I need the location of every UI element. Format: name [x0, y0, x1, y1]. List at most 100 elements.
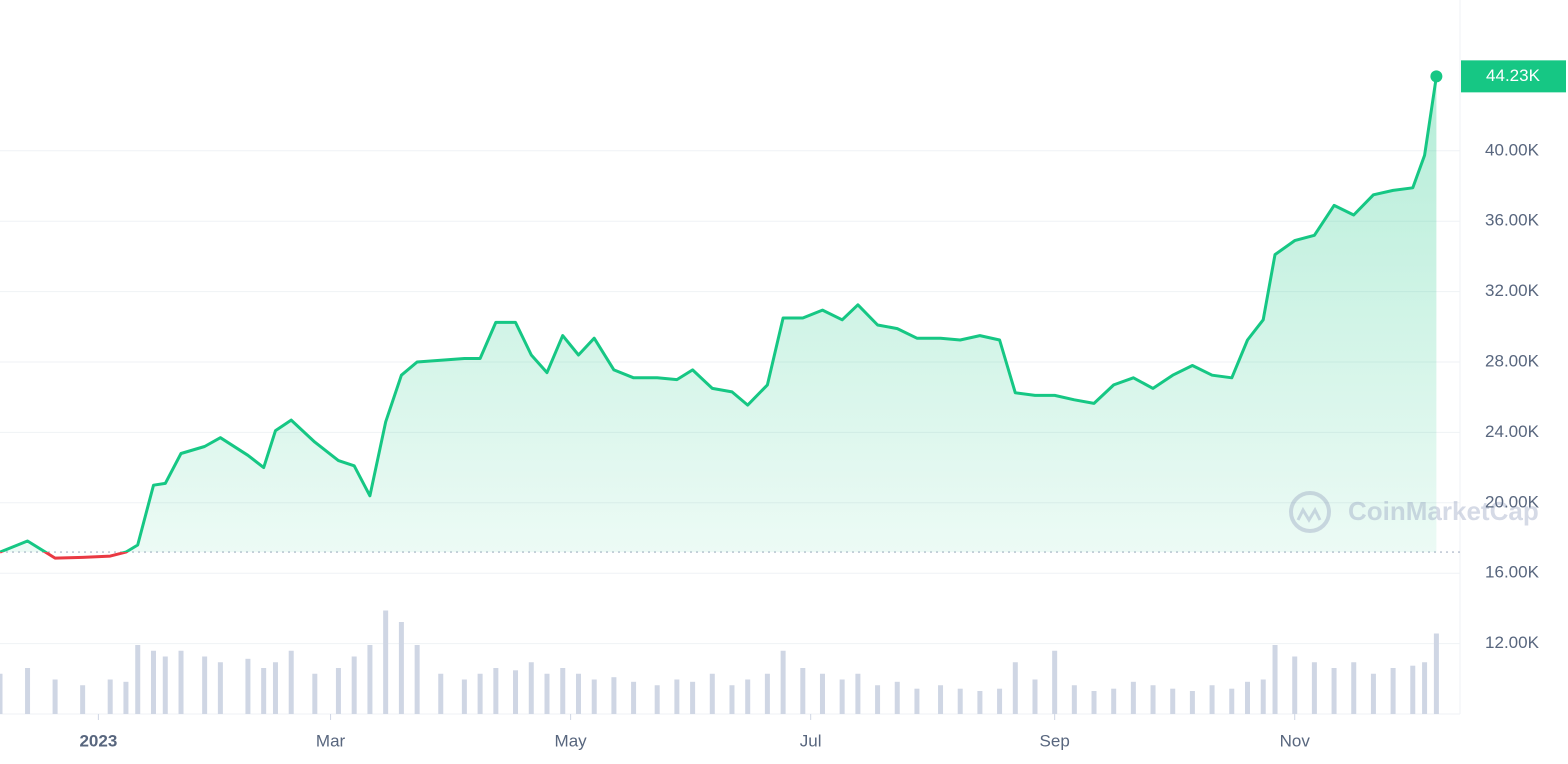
volume-bar	[1292, 656, 1298, 714]
volume-bar	[544, 673, 550, 714]
volume-bar	[493, 668, 499, 714]
volume-bar	[764, 673, 770, 714]
volume-bar	[513, 670, 519, 714]
volume-bar	[202, 656, 208, 714]
volume-bar	[729, 685, 735, 714]
volume-bar	[1012, 662, 1018, 714]
volume-bar	[351, 656, 357, 714]
volume-bar	[631, 681, 637, 714]
last-point	[1430, 70, 1443, 83]
volume-bar	[611, 677, 617, 714]
volume-bar	[957, 688, 963, 714]
x-tick-label: Mar	[316, 731, 346, 750]
volume-bar	[414, 645, 420, 714]
volume-bar	[591, 679, 597, 714]
x-tick-label: Nov	[1280, 731, 1311, 750]
volume-bar	[1370, 673, 1376, 714]
price-area	[0, 76, 1437, 553]
volume-bar	[875, 685, 881, 714]
volume-bar	[1032, 679, 1038, 714]
volume-bar	[839, 679, 845, 714]
current-price-tag	[1461, 60, 1566, 93]
volume-bar	[745, 679, 751, 714]
volume-bars	[0, 610, 1439, 714]
volume-bar	[674, 679, 680, 714]
volume-bar	[1091, 691, 1097, 714]
volume-bar	[800, 668, 806, 714]
x-tick-label: 2023	[79, 731, 117, 750]
volume-bar	[1150, 685, 1156, 714]
y-tick-label: 20.00K	[1485, 492, 1540, 511]
watermark-logo	[1289, 491, 1331, 533]
volume-bar	[1170, 688, 1176, 714]
volume-bar	[938, 685, 944, 714]
volume-bar	[560, 668, 566, 714]
volume-bar	[398, 622, 404, 714]
volume-bar	[1111, 688, 1117, 714]
x-tick-label: Jul	[800, 731, 822, 750]
volume-bar	[977, 691, 983, 714]
y-tick-label: 16.00K	[1485, 563, 1540, 582]
x-tick-label: Sep	[1040, 731, 1070, 750]
volume-bar	[1433, 633, 1439, 714]
volume-bar	[690, 681, 696, 714]
volume-bar	[367, 645, 373, 714]
volume-bar	[1130, 681, 1136, 714]
y-tick-label: 28.00K	[1485, 351, 1540, 370]
current-price-label: 44.23K	[1486, 66, 1541, 85]
volume-bar	[575, 673, 581, 714]
volume-bar	[123, 681, 129, 714]
volume-bar	[654, 685, 660, 714]
volume-bar	[1071, 685, 1077, 714]
volume-bar	[335, 668, 341, 714]
volume-bar	[1244, 681, 1250, 714]
volume-bar	[52, 679, 58, 714]
price-line	[0, 76, 1438, 553]
volume-bar	[894, 681, 900, 714]
volume-bar	[1260, 679, 1266, 714]
volume-bar	[461, 679, 467, 714]
volume-bar	[1209, 685, 1215, 714]
volume-bar	[1272, 645, 1278, 714]
volume-bar	[272, 662, 278, 714]
volume-bar	[1410, 665, 1416, 714]
y-tick-label: 12.00K	[1485, 633, 1540, 652]
volume-bar	[288, 650, 294, 714]
volume-bar	[780, 650, 786, 714]
volume-bar	[162, 656, 168, 714]
volume-bar	[178, 650, 184, 714]
y-tick-label: 24.00K	[1485, 422, 1540, 441]
volume-bar	[855, 673, 861, 714]
volume-bar	[528, 662, 534, 714]
volume-bar	[819, 673, 825, 714]
x-tick-label: May	[555, 731, 588, 750]
plot	[0, 70, 1460, 560]
volume-bar	[80, 685, 86, 714]
volume-bar	[217, 662, 223, 714]
volume-bar	[1422, 662, 1428, 714]
volume-bar	[245, 658, 251, 714]
volume-bar	[1331, 668, 1337, 714]
volume-bar	[312, 673, 318, 714]
volume-bar	[914, 688, 920, 714]
volume-bar	[107, 679, 113, 714]
volume-bar	[1351, 662, 1357, 714]
volume-bar	[1189, 691, 1195, 714]
volume-bar	[1390, 668, 1396, 714]
volume-bar	[1052, 650, 1058, 714]
y-tick-label: 36.00K	[1485, 211, 1540, 230]
volume-bar	[25, 668, 31, 714]
volume-bar	[477, 673, 483, 714]
y-tick-label: 32.00K	[1485, 281, 1540, 300]
volume-bar	[150, 650, 156, 714]
volume-bar	[997, 688, 1003, 714]
volume-bar	[438, 673, 444, 714]
volume-bar	[135, 645, 141, 714]
volume-bar	[709, 673, 715, 714]
volume-bar	[1311, 662, 1317, 714]
y-tick-label: 40.00K	[1485, 140, 1540, 159]
watermark-text: CoinMarketCap	[1348, 496, 1539, 526]
watermark-logo-mark	[1296, 506, 1322, 523]
volume-bar	[1229, 688, 1235, 714]
